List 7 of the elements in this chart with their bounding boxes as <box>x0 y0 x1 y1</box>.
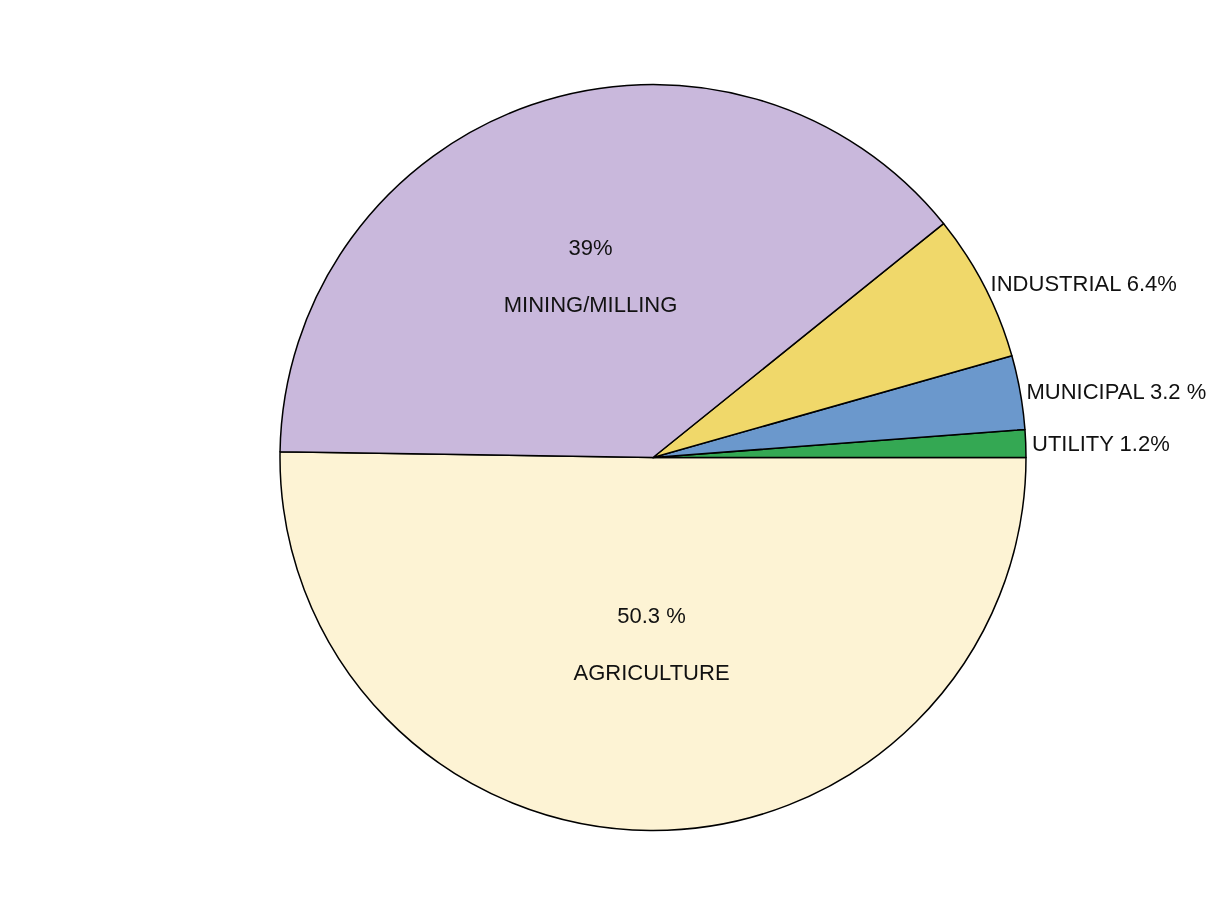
slice-label: AGRICULTURE <box>573 660 730 686</box>
slice-label: UTILITY 1.2% <box>1031 430 1170 456</box>
slice-label: MUNICIPAL 3.2 % <box>1026 379 1207 405</box>
slice-label: INDUSTRIAL 6.4% <box>990 271 1177 297</box>
slice-label: MINING/MILLING <box>503 291 678 317</box>
data-label: 39% <box>568 234 613 260</box>
data-label: 50.3 % <box>617 602 686 628</box>
